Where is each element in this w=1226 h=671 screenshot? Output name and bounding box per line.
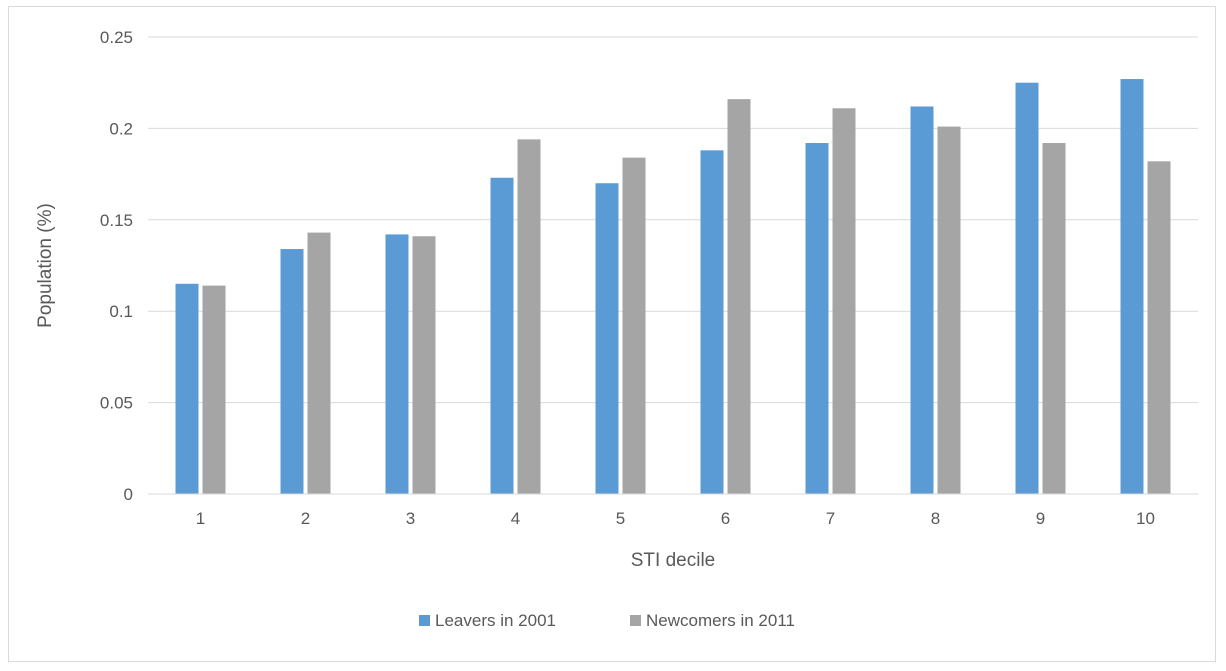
bars xyxy=(175,79,1171,495)
y-tick-label: 0.05 xyxy=(100,394,133,413)
bar-newcomers-2011 xyxy=(622,157,646,494)
x-tick-label: 7 xyxy=(826,509,835,528)
y-tick-label: 0.2 xyxy=(109,119,133,138)
bar-leavers-2001 xyxy=(1015,82,1039,494)
bar-newcomers-2011 xyxy=(937,126,961,495)
bar-leavers-2001 xyxy=(385,234,409,494)
x-tick-label: 3 xyxy=(406,509,415,528)
legend-label: Newcomers in 2011 xyxy=(646,611,795,630)
bar-leavers-2001 xyxy=(280,249,304,494)
bar-newcomers-2011 xyxy=(202,285,226,494)
bar-newcomers-2011 xyxy=(412,236,436,494)
x-tick-label: 2 xyxy=(301,509,310,528)
y-axis-title: Population (%) xyxy=(35,203,56,328)
bar-newcomers-2011 xyxy=(1042,143,1066,495)
x-tick-label: 10 xyxy=(1136,509,1155,528)
bar-leavers-2001 xyxy=(490,177,514,495)
gridlines xyxy=(148,36,1198,404)
x-tick-label: 8 xyxy=(931,509,940,528)
x-tick-label: 5 xyxy=(616,509,625,528)
bar-leavers-2001 xyxy=(175,283,199,494)
legend-label: Leavers in 2001 xyxy=(435,611,556,630)
x-tick-label: 6 xyxy=(721,509,730,528)
legend-swatch xyxy=(630,615,641,626)
y-tick-label: 0.15 xyxy=(100,211,133,230)
bar-leavers-2001 xyxy=(805,143,829,495)
bar-newcomers-2011 xyxy=(832,108,856,495)
bar-leavers-2001 xyxy=(700,150,724,494)
bar-newcomers-2011 xyxy=(1147,161,1171,494)
bar-leavers-2001 xyxy=(1120,79,1144,494)
x-tick-label: 9 xyxy=(1036,509,1045,528)
y-tick-label: 0 xyxy=(124,485,133,504)
y-tick-label: 0.25 xyxy=(100,28,133,47)
bar-newcomers-2011 xyxy=(517,139,541,495)
y-tick-label: 0.1 xyxy=(109,302,133,321)
x-tick-label: 4 xyxy=(511,509,520,528)
legend-swatch xyxy=(419,615,430,626)
y-axis-ticks: 0 0.05 0.1 0.15 0.2 0.25 xyxy=(100,28,133,504)
x-axis-ticks: 1 2 3 4 5 6 7 8 9 10 xyxy=(196,509,1155,528)
chart-frame: 0 0.05 0.1 0.15 0.2 0.25 1 2 3 4 5 6 7 8 9 10 STI deci… xyxy=(8,6,1216,662)
bar-chart: 0 0.05 0.1 0.15 0.2 0.25 1 2 3 4 5 6 7 8 9 10 STI deci… xyxy=(35,28,1198,630)
bar-newcomers-2011 xyxy=(727,99,751,494)
bar-newcomers-2011 xyxy=(307,232,331,494)
x-tick-label: 1 xyxy=(196,509,205,528)
x-axis-title: STI decile xyxy=(631,550,715,571)
bar-leavers-2001 xyxy=(595,183,619,495)
legend: Leavers in 2001 Newcomers in 2011 xyxy=(419,611,795,630)
bar-leavers-2001 xyxy=(910,106,934,495)
